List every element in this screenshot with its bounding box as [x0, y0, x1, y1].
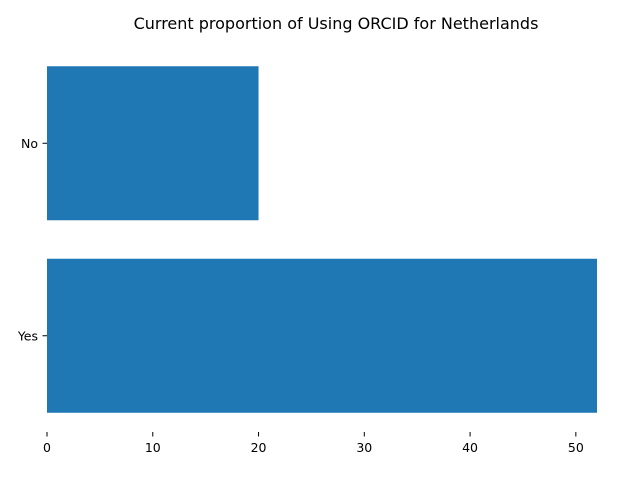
x-tick-label: 0	[43, 440, 51, 455]
x-tick-label: 50	[568, 440, 584, 455]
y-axis: Yes No	[17, 136, 47, 343]
bar-no	[47, 66, 259, 221]
x-tick-label: 20	[251, 440, 267, 455]
x-tick-label: 10	[145, 440, 161, 455]
x-axis: 0 10 20 30 40 50	[43, 432, 584, 455]
bar-yes	[47, 258, 597, 413]
chart-title: Current proportion of Using ORCID for Ne…	[134, 14, 539, 33]
y-tick-label: Yes	[17, 328, 38, 343]
bars-group	[47, 66, 597, 413]
x-tick-label: 40	[462, 440, 478, 455]
y-tick-label: No	[21, 136, 38, 151]
x-tick-label: 30	[356, 440, 372, 455]
